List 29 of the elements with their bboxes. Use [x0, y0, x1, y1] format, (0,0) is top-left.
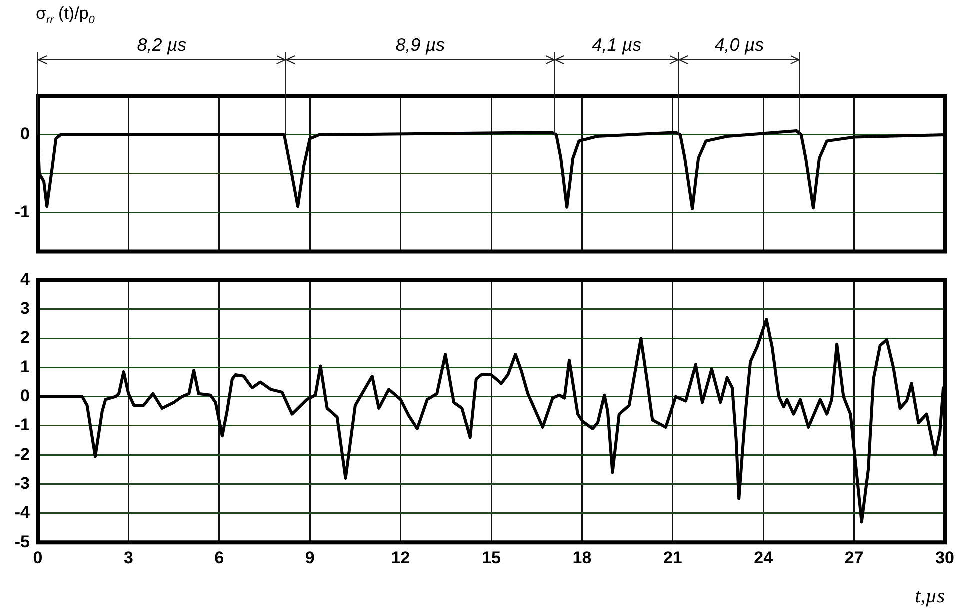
x-tick-label: 21: [663, 548, 682, 568]
text: 4,1 µs: [592, 35, 642, 55]
x-tick-label: 3: [124, 548, 134, 568]
y-tick-label: -2: [14, 444, 30, 464]
x-tick-label: 0: [33, 548, 43, 568]
x-tick-label: 15: [482, 548, 501, 568]
y-tick-label: -3: [14, 474, 30, 493]
text: 8,2 µs: [137, 35, 187, 55]
y-tick-label: 1: [20, 357, 30, 376]
text: 4,0 µs: [714, 35, 764, 55]
x-tick-label: 24: [754, 548, 774, 568]
y-tick-label: -1: [14, 416, 30, 435]
x-tick-label: 30: [936, 548, 954, 568]
y-tick-label: 4: [20, 270, 31, 289]
text: 8,9 µs: [396, 35, 446, 55]
x-tick-label: 18: [572, 548, 592, 568]
x-tick-label: 27: [844, 548, 864, 568]
x-axis-title: t,µs: [915, 585, 946, 608]
y-tick-label: 0: [20, 124, 30, 144]
y-tick-label: 0: [20, 386, 30, 406]
y-tick-label: -5: [14, 532, 30, 552]
y-tick-label: -1: [14, 202, 30, 222]
y-tick-label: 2: [20, 328, 30, 348]
x-tick-label: 12: [391, 548, 410, 568]
y-tick-label: 3: [20, 299, 30, 318]
y-axis-title: σ$_{rr}$ (t)/p$_{0}$: [36, 4, 95, 26]
x-tick-label: 9: [305, 548, 315, 568]
y-tick-label: -4: [14, 503, 31, 522]
x-tick-label: 6: [214, 548, 224, 568]
